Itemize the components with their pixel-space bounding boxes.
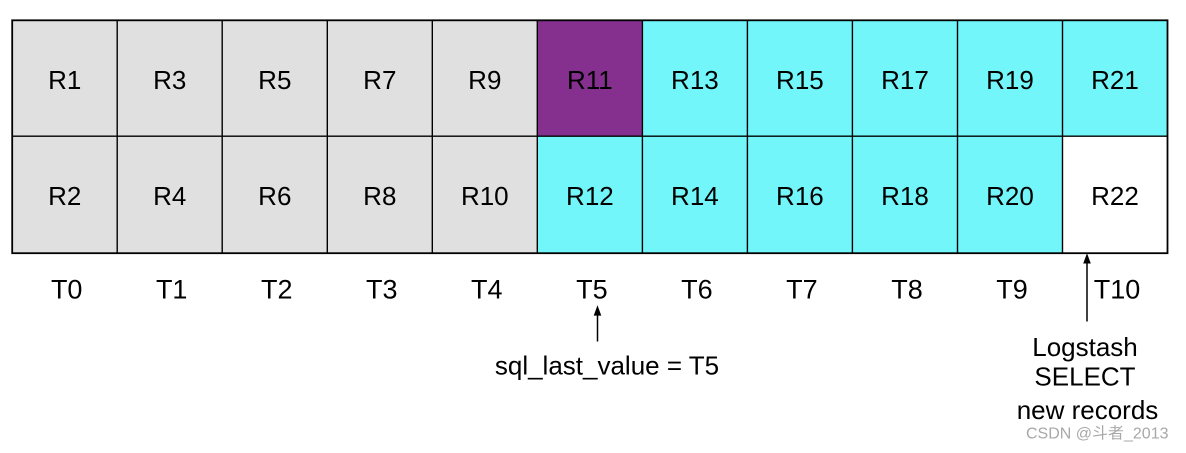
svg-text:R3: R3 (153, 65, 186, 95)
svg-text:R1: R1 (48, 65, 81, 95)
svg-text:T0: T0 (51, 275, 83, 305)
svg-text:R12: R12 (566, 181, 614, 211)
svg-text:Logstash: Logstash (1032, 332, 1138, 362)
svg-text:T9: T9 (996, 275, 1028, 305)
svg-text:T6: T6 (681, 275, 713, 305)
svg-text:R18: R18 (881, 181, 929, 211)
svg-text:T1: T1 (156, 275, 188, 305)
svg-text:R7: R7 (363, 65, 396, 95)
svg-text:R6: R6 (258, 181, 291, 211)
svg-text:R10: R10 (461, 181, 509, 211)
svg-text:T2: T2 (261, 275, 293, 305)
svg-text:R4: R4 (153, 181, 186, 211)
svg-text:R19: R19 (986, 65, 1034, 95)
svg-text:T7: T7 (786, 275, 818, 305)
svg-text:R17: R17 (881, 65, 929, 95)
svg-text:T4: T4 (471, 275, 503, 305)
svg-text:sql_last_value = T5: sql_last_value = T5 (495, 351, 719, 381)
svg-text:new records: new records (1017, 395, 1159, 425)
svg-text:T5: T5 (576, 275, 608, 305)
svg-text:R2: R2 (48, 181, 81, 211)
svg-text:CSDN @: CSDN @ (1026, 426, 1092, 443)
svg-text:R14: R14 (671, 181, 719, 211)
svg-text:T10: T10 (1094, 275, 1141, 305)
svg-text:R8: R8 (363, 181, 396, 211)
svg-text:_2013: _2013 (1123, 426, 1169, 443)
svg-text:T8: T8 (891, 275, 923, 305)
svg-text:T3: T3 (366, 275, 398, 305)
svg-text:R11: R11 (567, 65, 613, 95)
svg-text:SELECT: SELECT (1034, 362, 1135, 392)
svg-text:R13: R13 (671, 65, 719, 95)
svg-text:R9: R9 (468, 65, 501, 95)
svg-text:R21: R21 (1091, 65, 1139, 95)
svg-text:R20: R20 (986, 181, 1034, 211)
svg-text:R5: R5 (258, 65, 291, 95)
svg-text:R22: R22 (1091, 181, 1139, 211)
svg-text:R15: R15 (776, 65, 824, 95)
svg-text:R16: R16 (776, 181, 824, 211)
